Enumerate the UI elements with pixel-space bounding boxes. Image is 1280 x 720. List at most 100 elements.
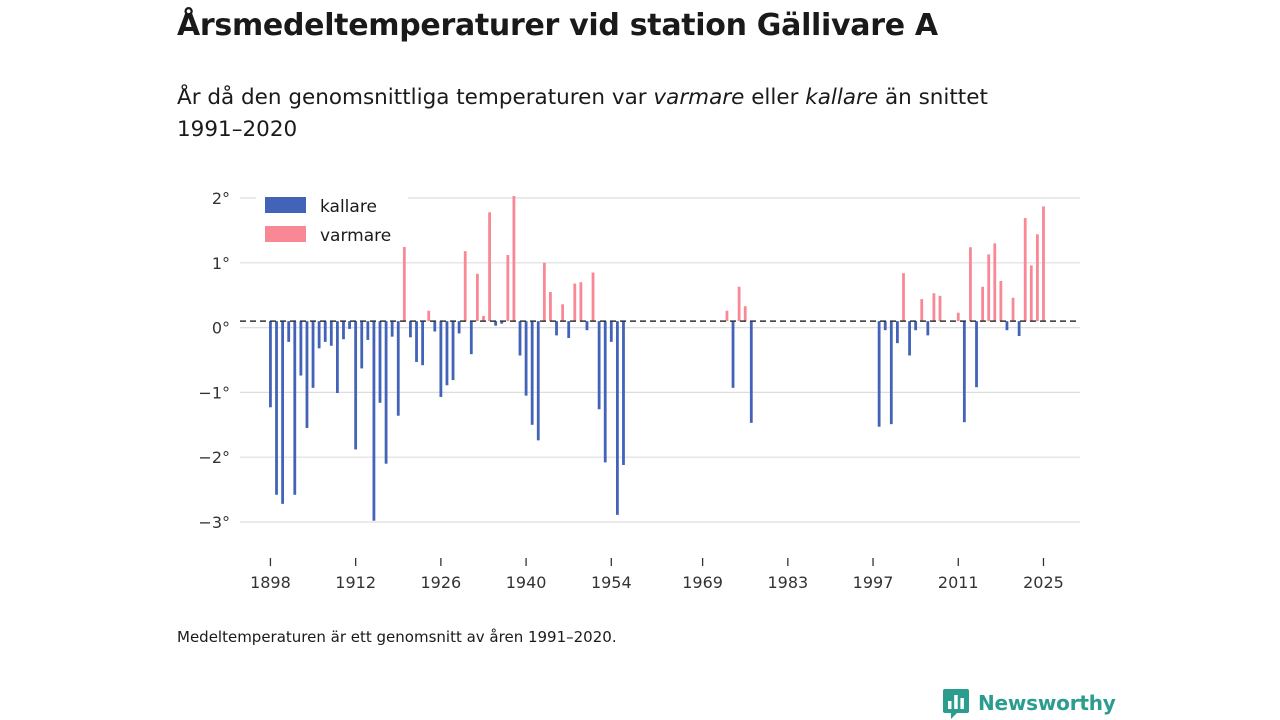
temperature-bar [390, 321, 394, 337]
temperature-bar [926, 321, 930, 336]
temperature-bar [731, 321, 735, 388]
brand-logo[interactable]: Newsworthy [942, 686, 1116, 720]
temperature-bar [518, 321, 522, 356]
temperature-bar [457, 321, 461, 334]
temperature-bar [561, 304, 565, 322]
temperature-bar [342, 321, 345, 340]
temperature-bar [287, 321, 291, 342]
legend-label-cold: kallare [320, 197, 377, 217]
x-tick-label: 1969 [682, 573, 723, 592]
temperature-bar [573, 283, 577, 322]
temperature-bar [293, 321, 297, 495]
page-title: Årsmedeltemperaturer vid station Gälliva… [177, 8, 938, 43]
temperature-bar [725, 310, 729, 322]
x-tick-label: 2025 [1023, 573, 1064, 592]
temperature-bar [932, 293, 936, 322]
temperature-bar-chart: 2° 1° 0° −1° −2° −3° 1898 1912 1926 1940 1954 1969… [198, 189, 1080, 592]
y-tick-label: −2° [198, 448, 230, 467]
temperature-bar [1005, 321, 1009, 331]
subtitle-warm-word: varmare [653, 85, 745, 110]
temperature-bar [439, 321, 443, 397]
x-tick-label: 1983 [767, 573, 808, 592]
newsworthy-logo-icon [943, 689, 969, 719]
y-tick-label: 2° [212, 189, 230, 208]
temperature-bars [269, 196, 1045, 521]
temperature-bar [889, 321, 893, 425]
temperature-bar [433, 321, 437, 332]
y-tick-label: 0° [212, 319, 230, 338]
temperature-bar [500, 321, 504, 324]
legend-swatch-warm [265, 226, 306, 242]
temperature-bar [475, 273, 479, 322]
temperature-bar [567, 321, 571, 338]
temperature-bar [877, 321, 881, 427]
temperature-bar [488, 212, 491, 322]
temperature-bar [524, 321, 528, 396]
temperature-bar [396, 321, 400, 416]
temperature-bar [281, 321, 285, 504]
temperature-bar [914, 321, 918, 331]
temperature-bar [323, 321, 327, 342]
x-tick-label: 1954 [591, 573, 632, 592]
legend-swatch-cold [265, 197, 306, 213]
x-tick-label: 1997 [853, 573, 894, 592]
temperature-bar [993, 243, 997, 322]
temperature-bar [360, 321, 364, 369]
temperature-bar [597, 321, 601, 410]
temperature-bar [335, 321, 339, 394]
subtitle-part-3: än snittet 1991–2020 [177, 85, 988, 142]
temperature-bar [542, 262, 546, 322]
x-tick-label: 1926 [421, 573, 462, 592]
temperature-bar [549, 291, 552, 322]
temperature-bar [902, 273, 905, 322]
temperature-bar [920, 299, 924, 322]
temperature-bar [1017, 321, 1021, 337]
temperature-bar [469, 321, 473, 355]
temperature-bar [530, 321, 534, 425]
temperature-bar [1023, 218, 1027, 322]
temperature-bar [908, 321, 911, 356]
temperature-bar [987, 254, 991, 322]
footnote: Medeltemperaturen är ett genomsnitt av å… [177, 628, 617, 646]
temperature-bar [975, 321, 978, 388]
temperature-bar [895, 321, 899, 344]
temperature-bar [956, 312, 960, 322]
temperature-bar [969, 247, 972, 322]
y-tick-label: −1° [198, 383, 230, 402]
temperature-bar [962, 321, 966, 423]
temperature-bar [506, 255, 510, 322]
temperature-bar [743, 306, 747, 322]
x-tick-label: 1912 [335, 573, 376, 592]
temperature-bar [615, 321, 619, 515]
temperature-bar [482, 315, 485, 322]
temperature-bar [536, 321, 540, 441]
temperature-bar [378, 321, 382, 403]
temperature-bar [354, 321, 358, 450]
temperature-bar [1035, 234, 1039, 322]
temperature-bar [269, 321, 272, 408]
temperature-bar [275, 321, 278, 495]
x-tick-label: 1940 [506, 573, 547, 592]
temperature-bar [409, 321, 412, 338]
temperature-bar [372, 321, 376, 521]
temperature-bar [384, 321, 388, 464]
y-tick-label: 1° [212, 254, 230, 273]
temperature-bar [938, 295, 942, 322]
temperature-bar [1042, 206, 1045, 322]
temperature-bar [555, 321, 558, 336]
temperature-bar [421, 321, 425, 366]
temperature-bar [999, 280, 1003, 322]
temperature-bar [737, 286, 741, 322]
temperature-bar [883, 321, 887, 331]
temperature-bar [305, 321, 309, 429]
temperature-bar [311, 321, 315, 388]
temperature-bar [463, 251, 467, 322]
temperature-bar [427, 310, 431, 322]
brand-name: Newsworthy [978, 691, 1116, 715]
temperature-bar [451, 321, 455, 381]
y-tick-label: −3° [198, 513, 230, 532]
subtitle-part-1: År då den genomsnittliga temperaturen va… [177, 85, 654, 110]
temperature-bar [579, 282, 583, 322]
temperature-bar [603, 321, 607, 463]
temperature-bar [981, 286, 985, 322]
